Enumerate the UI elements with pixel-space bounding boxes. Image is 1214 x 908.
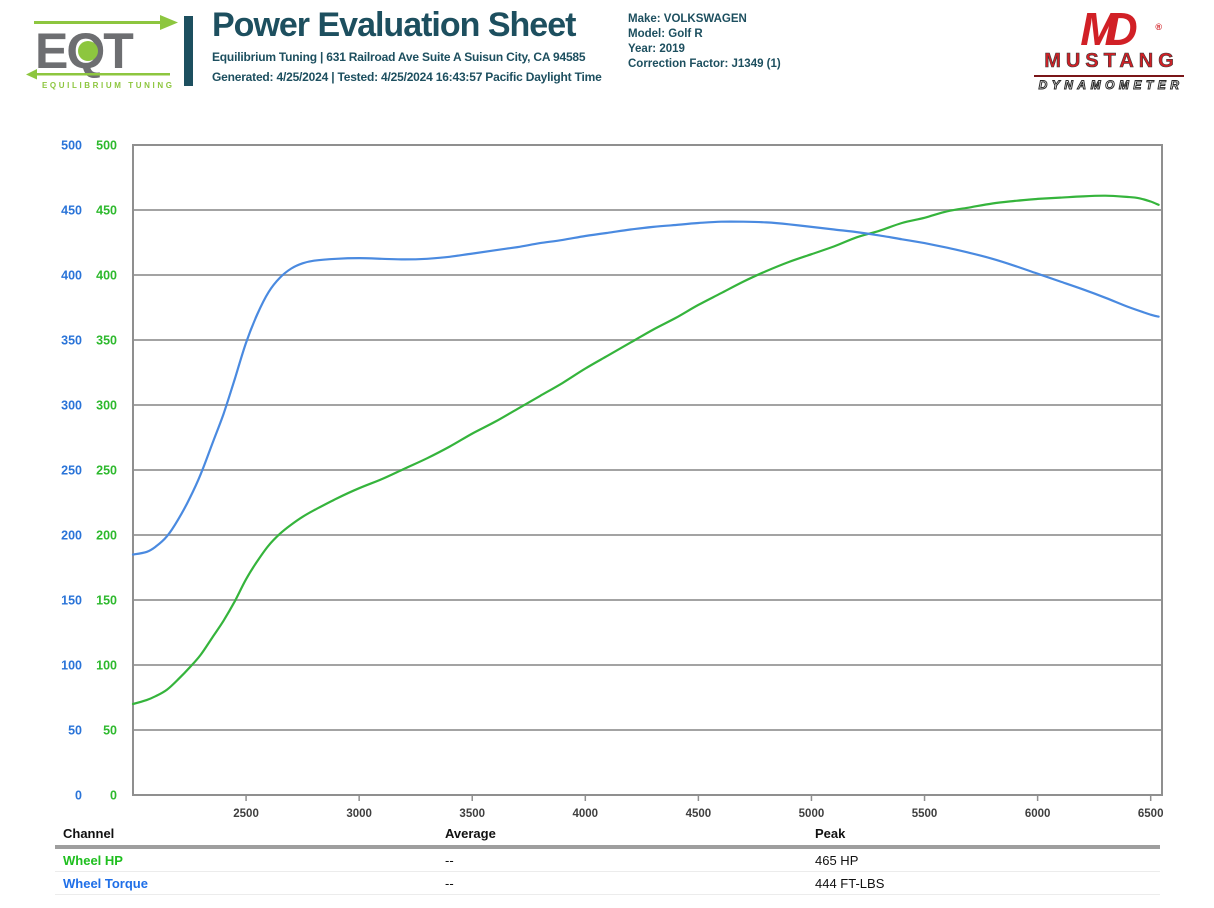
eqt-arrow-bottom-icon <box>26 69 170 80</box>
curve-wheel-torque <box>131 220 1160 556</box>
y-tick-label-hp-scale-500: 500 <box>96 139 117 153</box>
dyno-chart-svg: 0501001502002503003504004505000501001502… <box>61 139 1164 821</box>
header-divider <box>184 16 193 86</box>
generated-tested-line: Generated: 4/25/2024 | Tested: 4/25/2024… <box>212 70 602 84</box>
x-tick-label-5500: 5500 <box>912 808 938 820</box>
y-tick-label-torque-scale-350: 350 <box>61 334 82 348</box>
md-monogram-icon: MD ® <box>1028 6 1190 52</box>
y-tick-label-hp-scale-50: 50 <box>103 724 117 738</box>
eqt-green-dot-icon <box>78 41 98 61</box>
y-tick-label-torque-scale-50: 50 <box>68 724 82 738</box>
average-value: -- <box>445 852 454 868</box>
x-tick-label-3000: 3000 <box>346 808 372 820</box>
y-tick-label-torque-scale-150: 150 <box>61 594 82 608</box>
y-tick-label-torque-scale-250: 250 <box>61 464 82 478</box>
y-tick-label-torque-scale-400: 400 <box>61 269 82 283</box>
results-table: Channel Average Peak Wheel HP -- 465 HP Whe… <box>55 826 1160 895</box>
x-tick-label-4000: 4000 <box>573 808 599 820</box>
col-header-peak: Peak <box>815 826 846 841</box>
y-tick-label-torque-scale-100: 100 <box>61 659 82 673</box>
title-block: Power Evaluation Sheet Equilibrium Tunin… <box>212 6 632 84</box>
vehicle-year: Year: 2019 <box>628 43 685 55</box>
col-header-average: Average <box>445 826 496 841</box>
mustang-logo-rule <box>1034 75 1184 77</box>
y-tick-label-torque-scale-0: 0 <box>75 789 82 803</box>
y-tick-label-hp-scale-350: 350 <box>96 334 117 348</box>
dynamometer-wordmark: DYNAMOMETER <box>1038 78 1184 93</box>
correction-factor: Correction Factor: J1349 (1) <box>628 58 781 70</box>
table-row: Wheel Torque -- 444 FT-LBS <box>55 872 1160 895</box>
x-tick-label-6500: 6500 <box>1138 808 1164 820</box>
registered-mark: ® <box>1155 22 1162 32</box>
page-title: Power Evaluation Sheet <box>212 6 576 44</box>
vehicle-make: Make: VOLKSWAGEN <box>628 13 747 25</box>
average-value: -- <box>445 875 454 891</box>
plot-border <box>132 144 1163 796</box>
eqt-tagline: EQUILIBRIUM TUNING <box>42 81 175 90</box>
y-tick-label-hp-scale-150: 150 <box>96 594 117 608</box>
mustang-dynamometer-logo: MD ® MUSTANG DYNAMOMETER <box>1028 6 1190 93</box>
x-tick-label-4500: 4500 <box>686 808 712 820</box>
mustang-wordmark: MUSTANG <box>1044 50 1179 73</box>
x-tick-label-5000: 5000 <box>799 808 825 820</box>
y-tick-label-hp-scale-400: 400 <box>96 269 117 283</box>
x-tick-label-2500: 2500 <box>233 808 259 820</box>
y-tick-label-torque-scale-200: 200 <box>61 529 82 543</box>
y-tick-label-hp-scale-300: 300 <box>96 399 117 413</box>
shop-address-line: Equilibrium Tuning | 631 Railroad Ave Su… <box>212 50 586 64</box>
y-tick-label-hp-scale-200: 200 <box>96 529 117 543</box>
y-tick-label-hp-scale-450: 450 <box>96 204 117 218</box>
table-header-row: Channel Average Peak <box>55 826 1160 849</box>
x-tick-label-3500: 3500 <box>459 808 485 820</box>
eqt-arrow-top-icon <box>34 15 178 30</box>
col-header-channel: Channel <box>63 826 115 841</box>
md-monogram-letters: MD <box>1080 3 1137 55</box>
y-tick-label-hp-scale-100: 100 <box>96 659 117 673</box>
y-tick-label-torque-scale-500: 500 <box>61 139 82 153</box>
y-tick-label-hp-scale-250: 250 <box>96 464 117 478</box>
vehicle-model: Model: Golf R <box>628 28 703 40</box>
y-tick-label-torque-scale-300: 300 <box>61 399 82 413</box>
curve-wheel-hp <box>131 194 1160 706</box>
y-tick-label-torque-scale-450: 450 <box>61 204 82 218</box>
vehicle-info: Make: VOLKSWAGEN Model: Golf R Year: 201… <box>628 12 988 72</box>
y-tick-label-hp-scale-0: 0 <box>110 789 117 803</box>
channel-name: Wheel HP <box>63 852 123 868</box>
eqt-logo: EQT EQUILIBRIUM TUNING <box>26 15 178 90</box>
table-row: Wheel HP -- 465 HP <box>55 849 1160 872</box>
channel-name: Wheel Torque <box>63 875 148 891</box>
table-body: Wheel HP -- 465 HP Wheel Torque -- 444 FT-LBS <box>55 849 1160 895</box>
peak-value: 465 HP <box>815 852 859 868</box>
peak-value: 444 FT-LBS <box>815 875 885 891</box>
x-tick-label-6000: 6000 <box>1025 808 1051 820</box>
